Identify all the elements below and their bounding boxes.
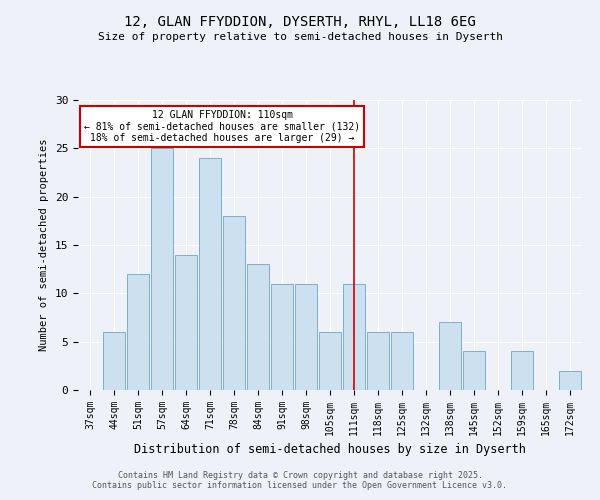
- Text: Size of property relative to semi-detached houses in Dyserth: Size of property relative to semi-detach…: [97, 32, 503, 42]
- Bar: [367, 332, 389, 390]
- Bar: [175, 254, 197, 390]
- Bar: [223, 216, 245, 390]
- Bar: [199, 158, 221, 390]
- Bar: [511, 352, 533, 390]
- Bar: [247, 264, 269, 390]
- X-axis label: Distribution of semi-detached houses by size in Dyserth: Distribution of semi-detached houses by …: [134, 444, 526, 456]
- Text: 12 GLAN FFYDDION: 110sqm
← 81% of semi-detached houses are smaller (132)
18% of : 12 GLAN FFYDDION: 110sqm ← 81% of semi-d…: [84, 110, 360, 143]
- Bar: [439, 322, 461, 390]
- Bar: [103, 332, 125, 390]
- Bar: [391, 332, 413, 390]
- Bar: [463, 352, 485, 390]
- Bar: [127, 274, 149, 390]
- Bar: [271, 284, 293, 390]
- Bar: [151, 148, 173, 390]
- Text: Contains HM Land Registry data © Crown copyright and database right 2025.
Contai: Contains HM Land Registry data © Crown c…: [92, 470, 508, 490]
- Bar: [295, 284, 317, 390]
- Bar: [559, 370, 581, 390]
- Bar: [343, 284, 365, 390]
- Bar: [319, 332, 341, 390]
- Text: 12, GLAN FFYDDION, DYSERTH, RHYL, LL18 6EG: 12, GLAN FFYDDION, DYSERTH, RHYL, LL18 6…: [124, 15, 476, 29]
- Y-axis label: Number of semi-detached properties: Number of semi-detached properties: [39, 138, 49, 352]
